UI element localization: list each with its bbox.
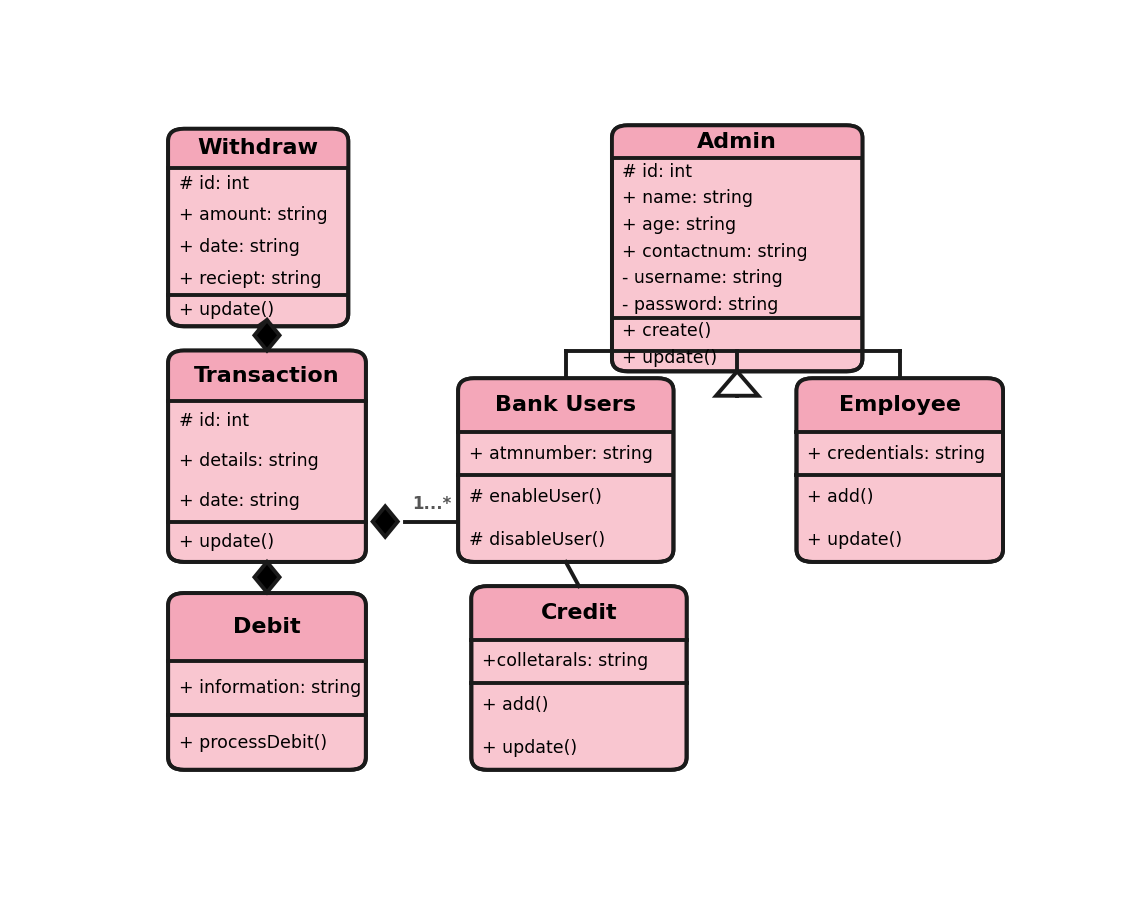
Polygon shape xyxy=(254,562,280,592)
Polygon shape xyxy=(254,320,280,351)
Text: + add(): + add() xyxy=(482,696,549,714)
Text: # enableUser(): # enableUser() xyxy=(468,488,601,506)
FancyBboxPatch shape xyxy=(458,378,674,432)
Text: # id: int: # id: int xyxy=(179,175,248,193)
Text: + contactnum: string: + contactnum: string xyxy=(623,242,809,260)
Bar xyxy=(458,405,674,432)
Text: - username: string: - username: string xyxy=(623,269,784,287)
Bar xyxy=(472,613,687,640)
Text: # id: int: # id: int xyxy=(623,163,693,181)
FancyBboxPatch shape xyxy=(168,351,366,400)
Text: + update(): + update() xyxy=(179,302,273,319)
Text: + update(): + update() xyxy=(482,739,577,757)
Text: # disableUser(): # disableUser() xyxy=(468,531,604,549)
FancyBboxPatch shape xyxy=(168,351,366,562)
FancyBboxPatch shape xyxy=(472,586,687,640)
Text: + date: string: + date: string xyxy=(179,492,299,510)
Text: + update(): + update() xyxy=(179,533,273,551)
Bar xyxy=(796,405,1002,432)
Text: + update(): + update() xyxy=(623,349,718,367)
Text: Withdraw: Withdraw xyxy=(197,139,319,158)
Polygon shape xyxy=(373,507,398,536)
Text: + amount: string: + amount: string xyxy=(179,206,328,224)
Text: # id: int: # id: int xyxy=(179,411,248,429)
Bar xyxy=(612,142,863,158)
FancyBboxPatch shape xyxy=(168,593,366,661)
Text: + processDebit(): + processDebit() xyxy=(179,734,327,752)
Text: + create(): + create() xyxy=(623,322,712,340)
Bar xyxy=(168,627,366,661)
Text: + reciept: string: + reciept: string xyxy=(179,270,321,288)
Bar xyxy=(168,148,348,168)
FancyBboxPatch shape xyxy=(796,378,1002,432)
FancyBboxPatch shape xyxy=(612,125,862,372)
Text: Transaction: Transaction xyxy=(194,365,340,385)
Text: + information: string: + information: string xyxy=(179,679,361,697)
Text: + details: string: + details: string xyxy=(179,452,319,470)
FancyBboxPatch shape xyxy=(168,129,348,327)
FancyBboxPatch shape xyxy=(458,378,674,562)
FancyBboxPatch shape xyxy=(796,378,1002,562)
Text: Debit: Debit xyxy=(234,616,301,637)
Bar xyxy=(168,375,366,401)
Text: Employee: Employee xyxy=(839,395,960,415)
Text: + atmnumber: string: + atmnumber: string xyxy=(468,445,652,463)
Text: 1...*: 1...* xyxy=(412,495,451,513)
Text: Bank Users: Bank Users xyxy=(496,395,636,415)
Text: Credit: Credit xyxy=(541,603,617,623)
Text: + update(): + update() xyxy=(807,531,903,549)
FancyBboxPatch shape xyxy=(168,593,366,770)
FancyBboxPatch shape xyxy=(168,129,348,168)
Text: + add(): + add() xyxy=(807,488,873,506)
Text: + date: string: + date: string xyxy=(179,238,299,256)
FancyBboxPatch shape xyxy=(472,586,687,770)
Text: Admin: Admin xyxy=(697,131,777,152)
Text: - password: string: - password: string xyxy=(623,296,779,314)
Text: + name: string: + name: string xyxy=(623,189,753,207)
Polygon shape xyxy=(716,372,759,396)
Text: + age: string: + age: string xyxy=(623,216,737,234)
Text: +colletarals: string: +colletarals: string xyxy=(482,652,649,670)
Text: + credentials: string: + credentials: string xyxy=(807,445,985,463)
FancyBboxPatch shape xyxy=(612,125,862,158)
